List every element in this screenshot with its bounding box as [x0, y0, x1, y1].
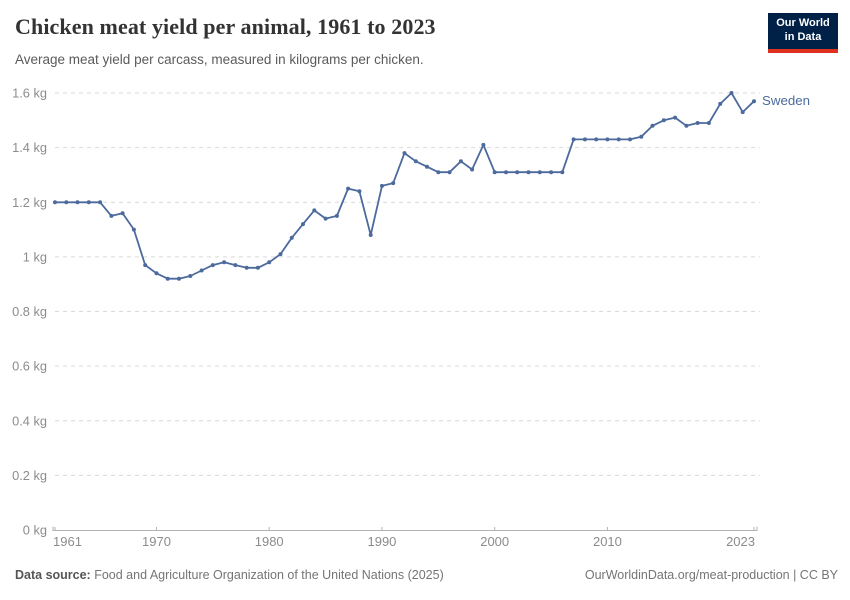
data-point[interactable] — [526, 170, 531, 175]
y-tick-label: 1.6 kg — [12, 86, 47, 101]
data-point[interactable] — [255, 265, 260, 270]
page-subtitle: Average meat yield per carcass, measured… — [15, 52, 424, 67]
data-point[interactable] — [425, 164, 429, 169]
data-point[interactable] — [628, 137, 632, 142]
data-point[interactable] — [131, 227, 136, 232]
data-point[interactable] — [177, 276, 181, 281]
y-tick-label: 0.8 kg — [12, 304, 47, 319]
data-point[interactable] — [504, 170, 508, 175]
y-tick-label: 1.2 kg — [12, 195, 47, 210]
data-point[interactable] — [244, 265, 249, 270]
data-point[interactable] — [447, 170, 452, 175]
y-tick-label: 1.4 kg — [12, 140, 47, 155]
data-point[interactable] — [481, 142, 486, 147]
y-tick-label: 1 kg — [23, 249, 47, 264]
x-tick-label: 1980 — [255, 534, 284, 549]
page-title: Chicken meat yield per animal, 1961 to 2… — [15, 14, 436, 39]
data-point[interactable] — [594, 137, 599, 142]
data-point[interactable] — [695, 121, 700, 125]
data-point[interactable] — [458, 159, 463, 164]
data-point[interactable] — [560, 170, 565, 175]
data-point[interactable] — [143, 263, 148, 268]
data-point[interactable] — [334, 213, 339, 218]
data-point[interactable] — [582, 137, 587, 142]
data-point[interactable] — [639, 134, 644, 139]
data-point[interactable] — [650, 123, 655, 128]
x-tick-label: 2023 — [726, 534, 755, 549]
data-point[interactable] — [323, 216, 328, 221]
y-tick-label: 0.4 kg — [12, 413, 47, 428]
data-point[interactable] — [188, 274, 193, 278]
data-point[interactable] — [120, 211, 125, 216]
data-point[interactable] — [312, 208, 317, 213]
data-point[interactable] — [380, 183, 384, 188]
data-point[interactable] — [64, 200, 69, 205]
data-point[interactable] — [402, 151, 407, 156]
credit-link[interactable]: OurWorldinData.org/meat-production | CC … — [584, 568, 838, 582]
data-point[interactable] — [165, 276, 170, 281]
x-tick-label: 2010 — [593, 534, 622, 549]
owid-logo: Our World in Data — [768, 13, 838, 53]
data-point[interactable] — [492, 170, 497, 175]
data-point[interactable] — [571, 137, 576, 142]
data-point[interactable] — [98, 200, 103, 205]
data-point[interactable] — [154, 271, 159, 276]
data-point[interactable] — [86, 200, 91, 205]
data-point[interactable] — [673, 115, 678, 120]
data-point[interactable] — [413, 159, 418, 164]
x-tick-label: 1961 — [53, 534, 82, 549]
data-point[interactable] — [729, 91, 734, 95]
y-tick-label: 0 kg — [23, 523, 47, 538]
data-point[interactable] — [684, 123, 689, 128]
data-source: Data source: Food and Agriculture Organi… — [15, 568, 444, 582]
data-point[interactable] — [278, 252, 283, 257]
data-point[interactable] — [222, 260, 227, 265]
x-tick-label: 1970 — [142, 534, 171, 549]
owid-logo-line1: Our World — [776, 17, 830, 30]
data-point[interactable] — [53, 200, 57, 205]
data-point[interactable] — [210, 263, 215, 268]
x-tick-label: 1990 — [367, 534, 396, 549]
data-point[interactable] — [346, 186, 351, 191]
data-point[interactable] — [267, 260, 272, 265]
data-point[interactable] — [109, 213, 114, 218]
data-point[interactable] — [616, 137, 621, 142]
series-end-label[interactable]: Sweden — [762, 93, 810, 108]
y-tick-label: 0.6 kg — [12, 359, 47, 374]
data-point[interactable] — [706, 121, 711, 125]
y-tick-label: 0.2 kg — [12, 468, 47, 483]
data-point[interactable] — [368, 233, 373, 237]
trend-line — [54, 92, 755, 280]
data-point[interactable] — [233, 263, 238, 268]
data-point[interactable] — [470, 167, 475, 172]
data-point[interactable] — [301, 222, 305, 227]
data-point[interactable] — [289, 235, 294, 240]
data-point[interactable] — [537, 170, 542, 175]
chart-footer: Data source: Food and Agriculture Organi… — [15, 568, 838, 582]
data-point[interactable] — [199, 268, 204, 273]
data-point[interactable] — [752, 99, 756, 104]
data-point[interactable] — [740, 110, 745, 115]
data-source-text: Food and Agriculture Organization of the… — [94, 568, 444, 582]
data-point[interactable] — [515, 170, 520, 175]
x-axis-line — [52, 526, 758, 531]
data-point[interactable] — [718, 101, 723, 106]
data-source-label: Data source: — [15, 568, 91, 582]
data-point[interactable] — [357, 189, 362, 194]
data-point[interactable] — [661, 118, 666, 123]
owid-logo-line2: in Data — [784, 31, 822, 43]
data-point[interactable] — [436, 170, 441, 175]
data-point[interactable] — [549, 170, 554, 175]
data-point[interactable] — [391, 181, 396, 186]
data-point[interactable] — [605, 137, 610, 142]
x-tick-label: 2000 — [480, 534, 509, 549]
data-point[interactable] — [75, 200, 80, 205]
